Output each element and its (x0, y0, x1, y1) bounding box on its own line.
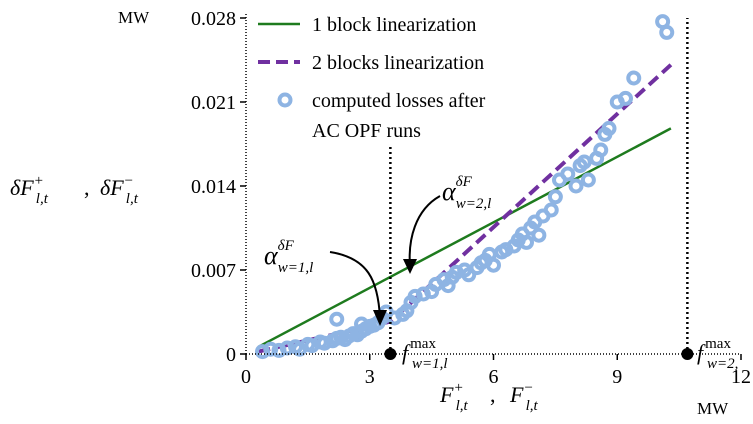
fmax-marker-dot (384, 348, 397, 360)
data-point (626, 70, 642, 86)
x-tick-label: 0 (241, 366, 251, 388)
svg-text:δF−l,t: δF− l,t (100, 173, 139, 207)
data-point (659, 24, 675, 40)
data-point (593, 142, 609, 158)
data-point (415, 286, 431, 302)
data-point (486, 257, 501, 273)
data-point (461, 267, 477, 283)
legend-label-1block: 1 block linearization (312, 14, 476, 36)
legend: 1 block linearization 2 blocks lineariza… (258, 14, 490, 142)
data-point (576, 154, 592, 170)
legend-label-2blocks: 2 blocks linearization (312, 52, 484, 74)
data-point (271, 342, 287, 358)
annotation-arrow-w1 (329, 251, 381, 319)
y-tick-label: 0.014 (191, 176, 236, 198)
y-tick-label: 0.007 (191, 260, 236, 282)
annotation-alpha-w1: αδF w=1,l (264, 238, 313, 276)
data-point (560, 166, 576, 182)
x-tick-label: 6 (489, 366, 499, 388)
data-point (407, 288, 423, 304)
legend-label-computed-line1: computed losses after (312, 90, 486, 112)
y-tick-label: 0.021 (191, 92, 236, 114)
y-tick-label: 0 (226, 344, 236, 366)
axes (240, 14, 742, 360)
y-unit-label: MW (118, 8, 150, 27)
x-tick-label: 9 (612, 366, 622, 388)
data-point (531, 227, 547, 243)
annotation-arrowhead-w1 (373, 310, 387, 326)
scatter-points (255, 14, 675, 360)
data-point (547, 189, 563, 205)
annotation-arrowhead-w2 (403, 259, 417, 274)
data-point (316, 335, 332, 351)
legend-marker-computed (277, 92, 293, 108)
y-tick-label: 0.028 (191, 8, 236, 30)
fmax-marker-dot (681, 348, 694, 360)
y-axis-label: δF+ l,t , δF− l,t (10, 173, 139, 207)
svg-text:δF+l,t: δF+ l,t (10, 173, 49, 207)
data-point (543, 202, 559, 218)
data-point (255, 344, 270, 360)
data-point (601, 120, 617, 136)
svg-text:F+l,t: F+ l,t (439, 380, 468, 414)
labels: 0 0.007 0.014 0.021 0.028 0 3 6 9 12 (191, 8, 751, 388)
series-line (257, 127, 672, 348)
svg-text:,: , (84, 175, 90, 200)
svg-text:F−l,t: F− l,t (509, 380, 538, 414)
data-point (568, 178, 584, 194)
legend-label-computed-line2: AC OPF runs (312, 120, 421, 142)
x-tick-label: 12 (731, 366, 751, 388)
legend-label-computed: computed losses after AC OPF runs (312, 90, 490, 142)
x-unit-label: MW (697, 399, 729, 418)
data-point (618, 90, 633, 106)
data-point (354, 316, 369, 332)
x-tick-label: 3 (365, 366, 375, 388)
annotation-alpha-w2: αδF w=2,l (442, 174, 491, 212)
data-point (519, 234, 534, 250)
svg-text:,: , (490, 382, 496, 407)
annotation-arrow-w2 (408, 195, 441, 267)
data-point (329, 311, 345, 327)
data-point (580, 172, 596, 188)
